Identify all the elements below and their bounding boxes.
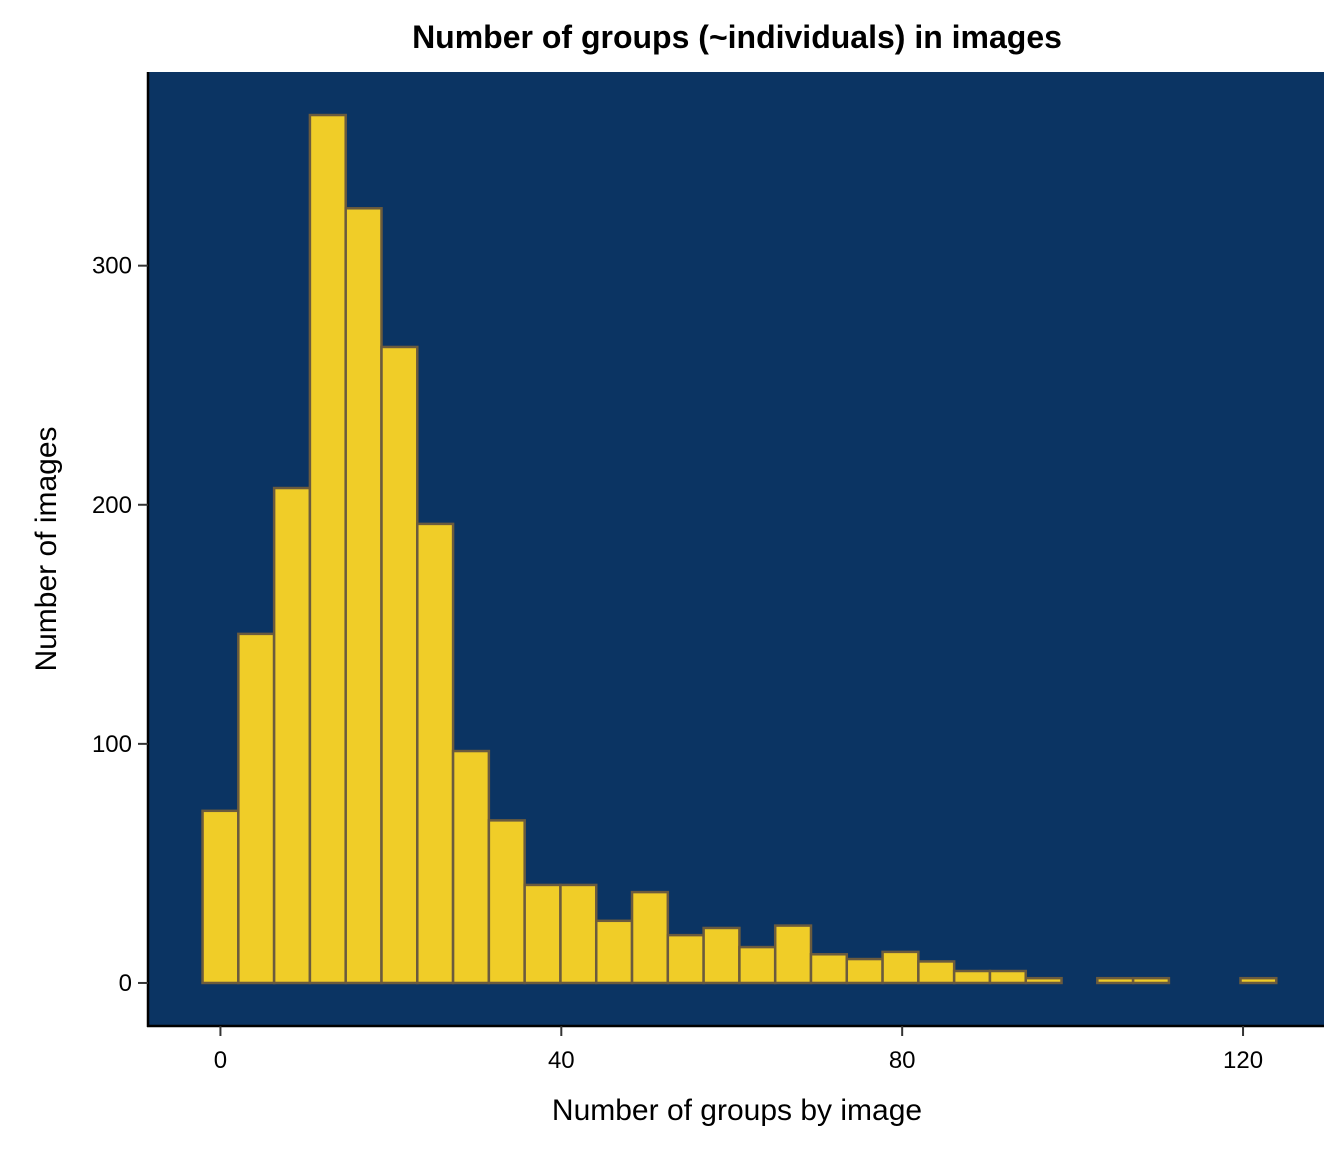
y-tick-label: 100 <box>92 731 132 758</box>
histogram-bar-8 <box>487 819 526 985</box>
histogram-bar-10 <box>559 883 598 985</box>
histogram-bar-0 <box>201 809 240 985</box>
histogram-bar-22 <box>988 969 1027 985</box>
histogram-bar-11 <box>594 919 634 985</box>
histogram-bar-26 <box>1131 976 1171 985</box>
histogram-bars <box>201 113 1278 985</box>
x-tick-label: 80 <box>889 1047 916 1074</box>
x-tick-label: 40 <box>548 1047 575 1074</box>
histogram-bar-19 <box>881 950 920 985</box>
y-axis-title: Number of images <box>30 426 63 671</box>
x-axis-ticks: 0 40 80 120 <box>214 1026 1263 1074</box>
histogram-bar-20 <box>917 960 956 985</box>
y-axis-ticks: 0 100 200 300 <box>92 253 148 997</box>
histogram-bar-21 <box>952 969 992 985</box>
histogram-bar-2 <box>272 486 312 985</box>
histogram-bar-9 <box>523 883 562 985</box>
histogram-bar-3 <box>308 113 347 985</box>
histogram-bar-15 <box>738 945 777 985</box>
histogram-bar-4 <box>344 207 383 985</box>
histogram-bar-23 <box>1024 976 1063 985</box>
histogram-bar-29 <box>1239 976 1278 985</box>
histogram-bar-25 <box>1096 976 1135 985</box>
x-tick-label: 120 <box>1223 1047 1263 1074</box>
histogram-bar-17 <box>809 953 849 985</box>
histogram-bar-12 <box>630 890 670 985</box>
histogram-bar-7 <box>451 749 491 985</box>
histogram-bar-14 <box>702 926 741 985</box>
histogram-bar-18 <box>845 957 884 985</box>
histogram-bar-6 <box>416 522 455 985</box>
histogram-bar-1 <box>237 632 276 985</box>
y-tick-label: 200 <box>92 492 132 519</box>
y-tick-label: 300 <box>92 253 132 280</box>
histogram-bar-16 <box>773 924 813 985</box>
x-axis-title: Number of groups by image <box>552 1094 922 1127</box>
chart-title: Number of groups (~individuals) in image… <box>412 19 1062 55</box>
histogram-bar-13 <box>666 933 705 985</box>
y-tick-label: 0 <box>119 970 132 997</box>
histogram-bar-5 <box>380 345 419 985</box>
x-tick-label: 0 <box>214 1047 227 1074</box>
